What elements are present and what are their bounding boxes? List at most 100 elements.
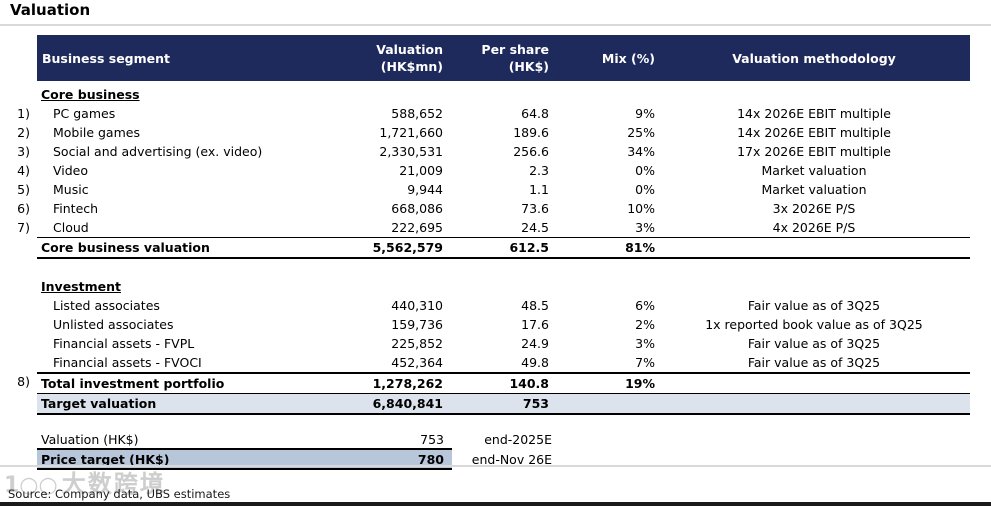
segment-label: Cloud [53,220,89,235]
segment-label: Financial assets - FVOCI [53,355,202,370]
segment-label: Total investment portfolio [41,376,225,391]
per-share-value: 612.5 [509,240,549,255]
page-title: Valuation [10,1,91,19]
summary-timing: end-Nov 26E [471,452,552,467]
header-mix: Mix (%) [601,50,655,66]
valuation-value: 2,330,531 [379,144,443,159]
bottom-border-bar [0,502,991,506]
per-share-value: 24.5 [521,220,549,235]
per-share-value: 140.8 [509,376,549,391]
table-row-video: 4) Video 21,009 2.3 0% Market valuation [5,161,970,180]
per-share-value: 48.5 [521,298,549,313]
mix-value: 7% [635,355,655,370]
segment-label: Financial assets - FVPL [53,336,195,351]
watermark-text: 大数跨境 [61,470,166,498]
table-row-unlisted-associates: Unlisted associates 159,736 17.6 2% 1x r… [5,315,970,334]
methodology-value: 3x 2026E P/S [772,201,856,216]
segment-label: Video [53,163,89,178]
per-share-value: 2.3 [529,163,549,178]
row-number: 7) [17,220,30,235]
title-divider [0,24,991,26]
row-number: 4) [17,163,30,178]
valuation-value: 9,944 [407,182,443,197]
methodology-value: Market valuation [761,163,867,178]
segment-label: Fintech [53,201,99,216]
segment-label: Mobile games [53,125,140,140]
source-note: Source: Company data, UBS estimates [8,487,231,501]
table-row-total-investment-portfolio: 8) Total investment portfolio 1,278,262 … [5,372,970,394]
summary-row-valuation: Valuation (HK$) 753 end-2025E [5,430,552,450]
table-row-mobile-games: 2) Mobile games 1,721,660 189.6 25% 14x … [5,123,970,142]
section-investment: Investment [5,277,970,296]
per-share-value: 256.6 [513,144,549,159]
mix-value: 9% [635,106,655,121]
per-share-value: 64.8 [521,106,549,121]
valuation-value: 225,852 [391,336,443,351]
valuation-value: 21,009 [399,163,443,178]
methodology-value: Fair value as of 3Q25 [747,336,881,351]
valuation-value: 588,652 [391,106,443,121]
methodology-value: Market valuation [761,182,867,197]
mix-value: 34% [627,144,655,159]
mix-value: 19% [625,376,655,391]
valuation-value: 159,736 [391,317,443,332]
row-number: 3) [17,144,30,159]
valuation-value: 5,562,579 [372,240,443,255]
valuation-value: 222,695 [391,220,443,235]
per-share-value: 17.6 [521,317,549,332]
valuation-table: Business segment Valuation (HK$mn) Per s… [5,35,970,415]
segment-label: Unlisted associates [53,317,174,332]
methodology-value: Fair value as of 3Q25 [747,355,881,370]
table-row-fintech: 6) Fintech 668,086 73.6 10% 3x 2026E P/S [5,199,970,218]
methodology-value: 14x 2026E EBIT multiple [737,106,891,121]
per-share-value: 189.6 [513,125,549,140]
row-number: 2) [17,125,30,140]
header-valuation-line2: (HK$mn) [380,59,443,74]
methodology-value: 17x 2026E EBIT multiple [737,144,891,159]
table-row-financial-assets-fvpl: Financial assets - FVPL 225,852 24.9 3% … [5,334,970,353]
table-row-financial-assets-fvoci: Financial assets - FVOCI 452,364 49.8 7%… [5,353,970,372]
summary-label: Valuation (HK$) [41,432,139,447]
table-row-core-business-valuation: Core business valuation 5,562,579 612.5 … [5,237,970,259]
valuation-value: 452,364 [391,355,443,370]
valuation-value: 1,278,262 [372,376,443,391]
valuation-value: 440,310 [391,298,443,313]
header-valuation-line1: Valuation [376,42,443,57]
section-gap [5,259,970,277]
table-row-music: 5) Music 9,944 1.1 0% Market valuation [5,180,970,199]
per-share-value: 24.9 [521,336,549,351]
summary-timing: end-2025E [484,432,552,447]
header-valuation: Valuation (HK$mn) [340,35,446,81]
section-label: Core business [41,87,140,102]
watermark: 1○○ 大数跨境 [4,464,166,499]
section-core-business: Core business [5,85,970,104]
mix-value: 25% [627,125,655,140]
table-row-pc-games: 1) PC games 588,652 64.8 9% 14x 2026E EB… [5,104,970,123]
mix-value: 2% [635,317,655,332]
row-number: 5) [17,182,30,197]
row-number: 6) [17,201,30,216]
segment-label: Listed associates [53,298,160,313]
header-per-share-line2: (HK$) [508,59,549,74]
segment-label: Core business valuation [41,240,210,255]
valuation-value: 1,721,660 [379,125,443,140]
methodology-value: Fair value as of 3Q25 [747,298,881,313]
table-row-listed-associates: Listed associates 440,310 48.5 6% Fair v… [5,296,970,315]
mix-value: 6% [635,298,655,313]
valuation-value: 668,086 [391,201,443,216]
header-per-share: Per share (HK$) [446,35,552,81]
valuation-value: 6,840,841 [372,396,443,411]
mix-value: 81% [625,240,655,255]
summary-value: 753 [420,432,444,447]
mix-value: 3% [635,336,655,351]
summary-value: 780 [417,452,444,467]
segment-label: Music [53,182,89,197]
watermark-logo-icon: 1○○ [4,473,58,498]
section-label: Investment [41,279,121,294]
segment-label: Target valuation [41,396,157,411]
segment-label: Social and advertising (ex. video) [53,144,263,159]
table-header-row: Business segment Valuation (HK$mn) Per s… [37,35,970,81]
row-number: 1) [17,106,30,121]
mix-value: 0% [635,182,655,197]
methodology-value: 14x 2026E EBIT multiple [737,125,891,140]
